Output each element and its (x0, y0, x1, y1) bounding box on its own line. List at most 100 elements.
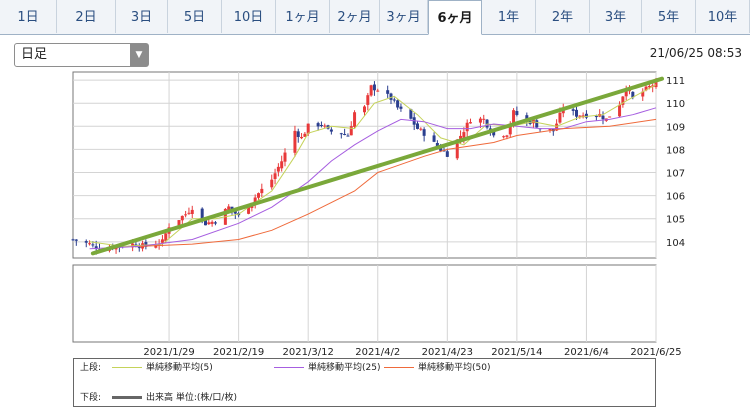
candle-body (508, 123, 512, 135)
candle-body (349, 126, 353, 136)
candle-body (200, 208, 204, 219)
candle-body (624, 89, 628, 97)
candle-body (346, 135, 350, 137)
x-tick-label: 2021/5/14 (491, 347, 542, 358)
x-tick-label: 2021/6/25 (630, 347, 681, 358)
candle-body (512, 110, 516, 124)
candle-body (396, 100, 400, 108)
candle-body (558, 112, 562, 123)
candle-body (184, 214, 188, 216)
candle-body (94, 246, 98, 250)
candle-body (88, 243, 92, 245)
candle-body (253, 197, 257, 204)
candle-body (575, 109, 578, 117)
tab-6[interactable]: 1ヶ月 (276, 0, 330, 33)
y-tick-label: 109 (666, 122, 685, 133)
tab-10[interactable]: 1年 (482, 0, 536, 33)
candle-body (505, 135, 509, 137)
candle-body (654, 79, 658, 88)
candle-body (631, 91, 635, 98)
candle-body (270, 179, 274, 188)
candle-body (432, 135, 436, 142)
legend-ma25: 単純移動平均(25) (274, 361, 380, 375)
tab-12[interactable]: 3年 (590, 0, 642, 33)
candle-body (621, 96, 625, 105)
candle-body (230, 206, 234, 211)
legend-ma50-label: 単純移動平均(50) (418, 363, 491, 373)
candle-body (260, 188, 264, 194)
tab-9[interactable]: 6ヶ月 (428, 0, 482, 35)
tab-2[interactable]: 2日 (57, 0, 116, 33)
ma25-swatch (274, 367, 304, 368)
candle-body (571, 109, 575, 111)
candle-body (207, 222, 211, 225)
candle-body (227, 206, 231, 211)
legend-ma5-label: 単純移動平均(5) (146, 363, 213, 373)
ma25-line (89, 107, 657, 250)
tab-5[interactable]: 10日 (222, 0, 276, 33)
candle-body (247, 207, 251, 214)
candle-body (213, 222, 217, 224)
ma50-line (139, 118, 657, 247)
tab-7[interactable]: 2ヶ月 (330, 0, 380, 33)
y-tick-label: 111 (666, 76, 685, 87)
candle-body (502, 136, 506, 138)
candle-body (555, 123, 559, 131)
candle-body (465, 122, 469, 132)
legend-ma5: 単純移動平均(5) (112, 361, 213, 375)
tab-1[interactable]: 1日 (0, 0, 57, 33)
candle-body (647, 86, 651, 88)
candle-body (525, 115, 529, 122)
x-tick-label: 2021/2/19 (213, 347, 264, 358)
candle-body (459, 135, 463, 139)
y-tick-label: 110 (666, 99, 685, 110)
candle-body (71, 239, 75, 241)
x-tick-label: 2021/6/4 (564, 347, 609, 358)
y-tick-label: 105 (666, 215, 685, 226)
candle-body (618, 104, 622, 117)
chevron-down-icon[interactable]: ▼ (130, 44, 148, 66)
candle-body (455, 139, 459, 159)
candle-body (187, 212, 191, 214)
legend-ma50: 単純移動平均(50) (384, 361, 490, 375)
tab-13[interactable]: 5年 (642, 0, 696, 33)
candle-body (584, 113, 588, 118)
candle-body (515, 111, 519, 115)
candle-body (462, 132, 466, 138)
candle-body (204, 219, 207, 226)
candle-body (276, 166, 280, 172)
candle-body (91, 244, 95, 246)
tab-4[interactable]: 5日 (168, 0, 222, 33)
candle-body (177, 220, 181, 226)
candle-body (376, 90, 380, 92)
candle-body (386, 90, 390, 94)
legend-volume: 出来高 単位:(株/口/枚) (112, 391, 237, 405)
y-tick-label: 108 (666, 145, 685, 156)
volume-swatch (112, 396, 142, 399)
candle-body (601, 115, 605, 120)
candle-body (293, 130, 297, 153)
tab-11[interactable]: 2年 (536, 0, 590, 33)
candle-body (581, 115, 585, 118)
candle-period-select[interactable]: 日足 ▼ (14, 43, 149, 67)
y-tick-label: 106 (666, 192, 685, 203)
candle-body (316, 123, 320, 127)
candle-body (323, 125, 327, 127)
candle-body (164, 233, 168, 242)
candle-body (160, 239, 164, 243)
candle-body (190, 209, 194, 214)
candle-body (548, 129, 552, 131)
candle-body (74, 239, 78, 241)
candle-body (210, 221, 214, 224)
candle-body (319, 124, 323, 126)
legend-volume-label: 出来高 単位:(株/口/枚) (146, 393, 237, 403)
ma5-swatch (112, 367, 142, 368)
legend-upper-label: 上段: (80, 363, 102, 373)
candle-body (353, 112, 357, 127)
x-tick-label: 2021/4/2 (355, 347, 400, 358)
tab-8[interactable]: 3ヶ月 (380, 0, 428, 33)
candle-body (416, 123, 419, 129)
ma50-swatch (384, 367, 414, 368)
candle-body (435, 143, 439, 148)
tab-3[interactable]: 3日 (116, 0, 168, 33)
